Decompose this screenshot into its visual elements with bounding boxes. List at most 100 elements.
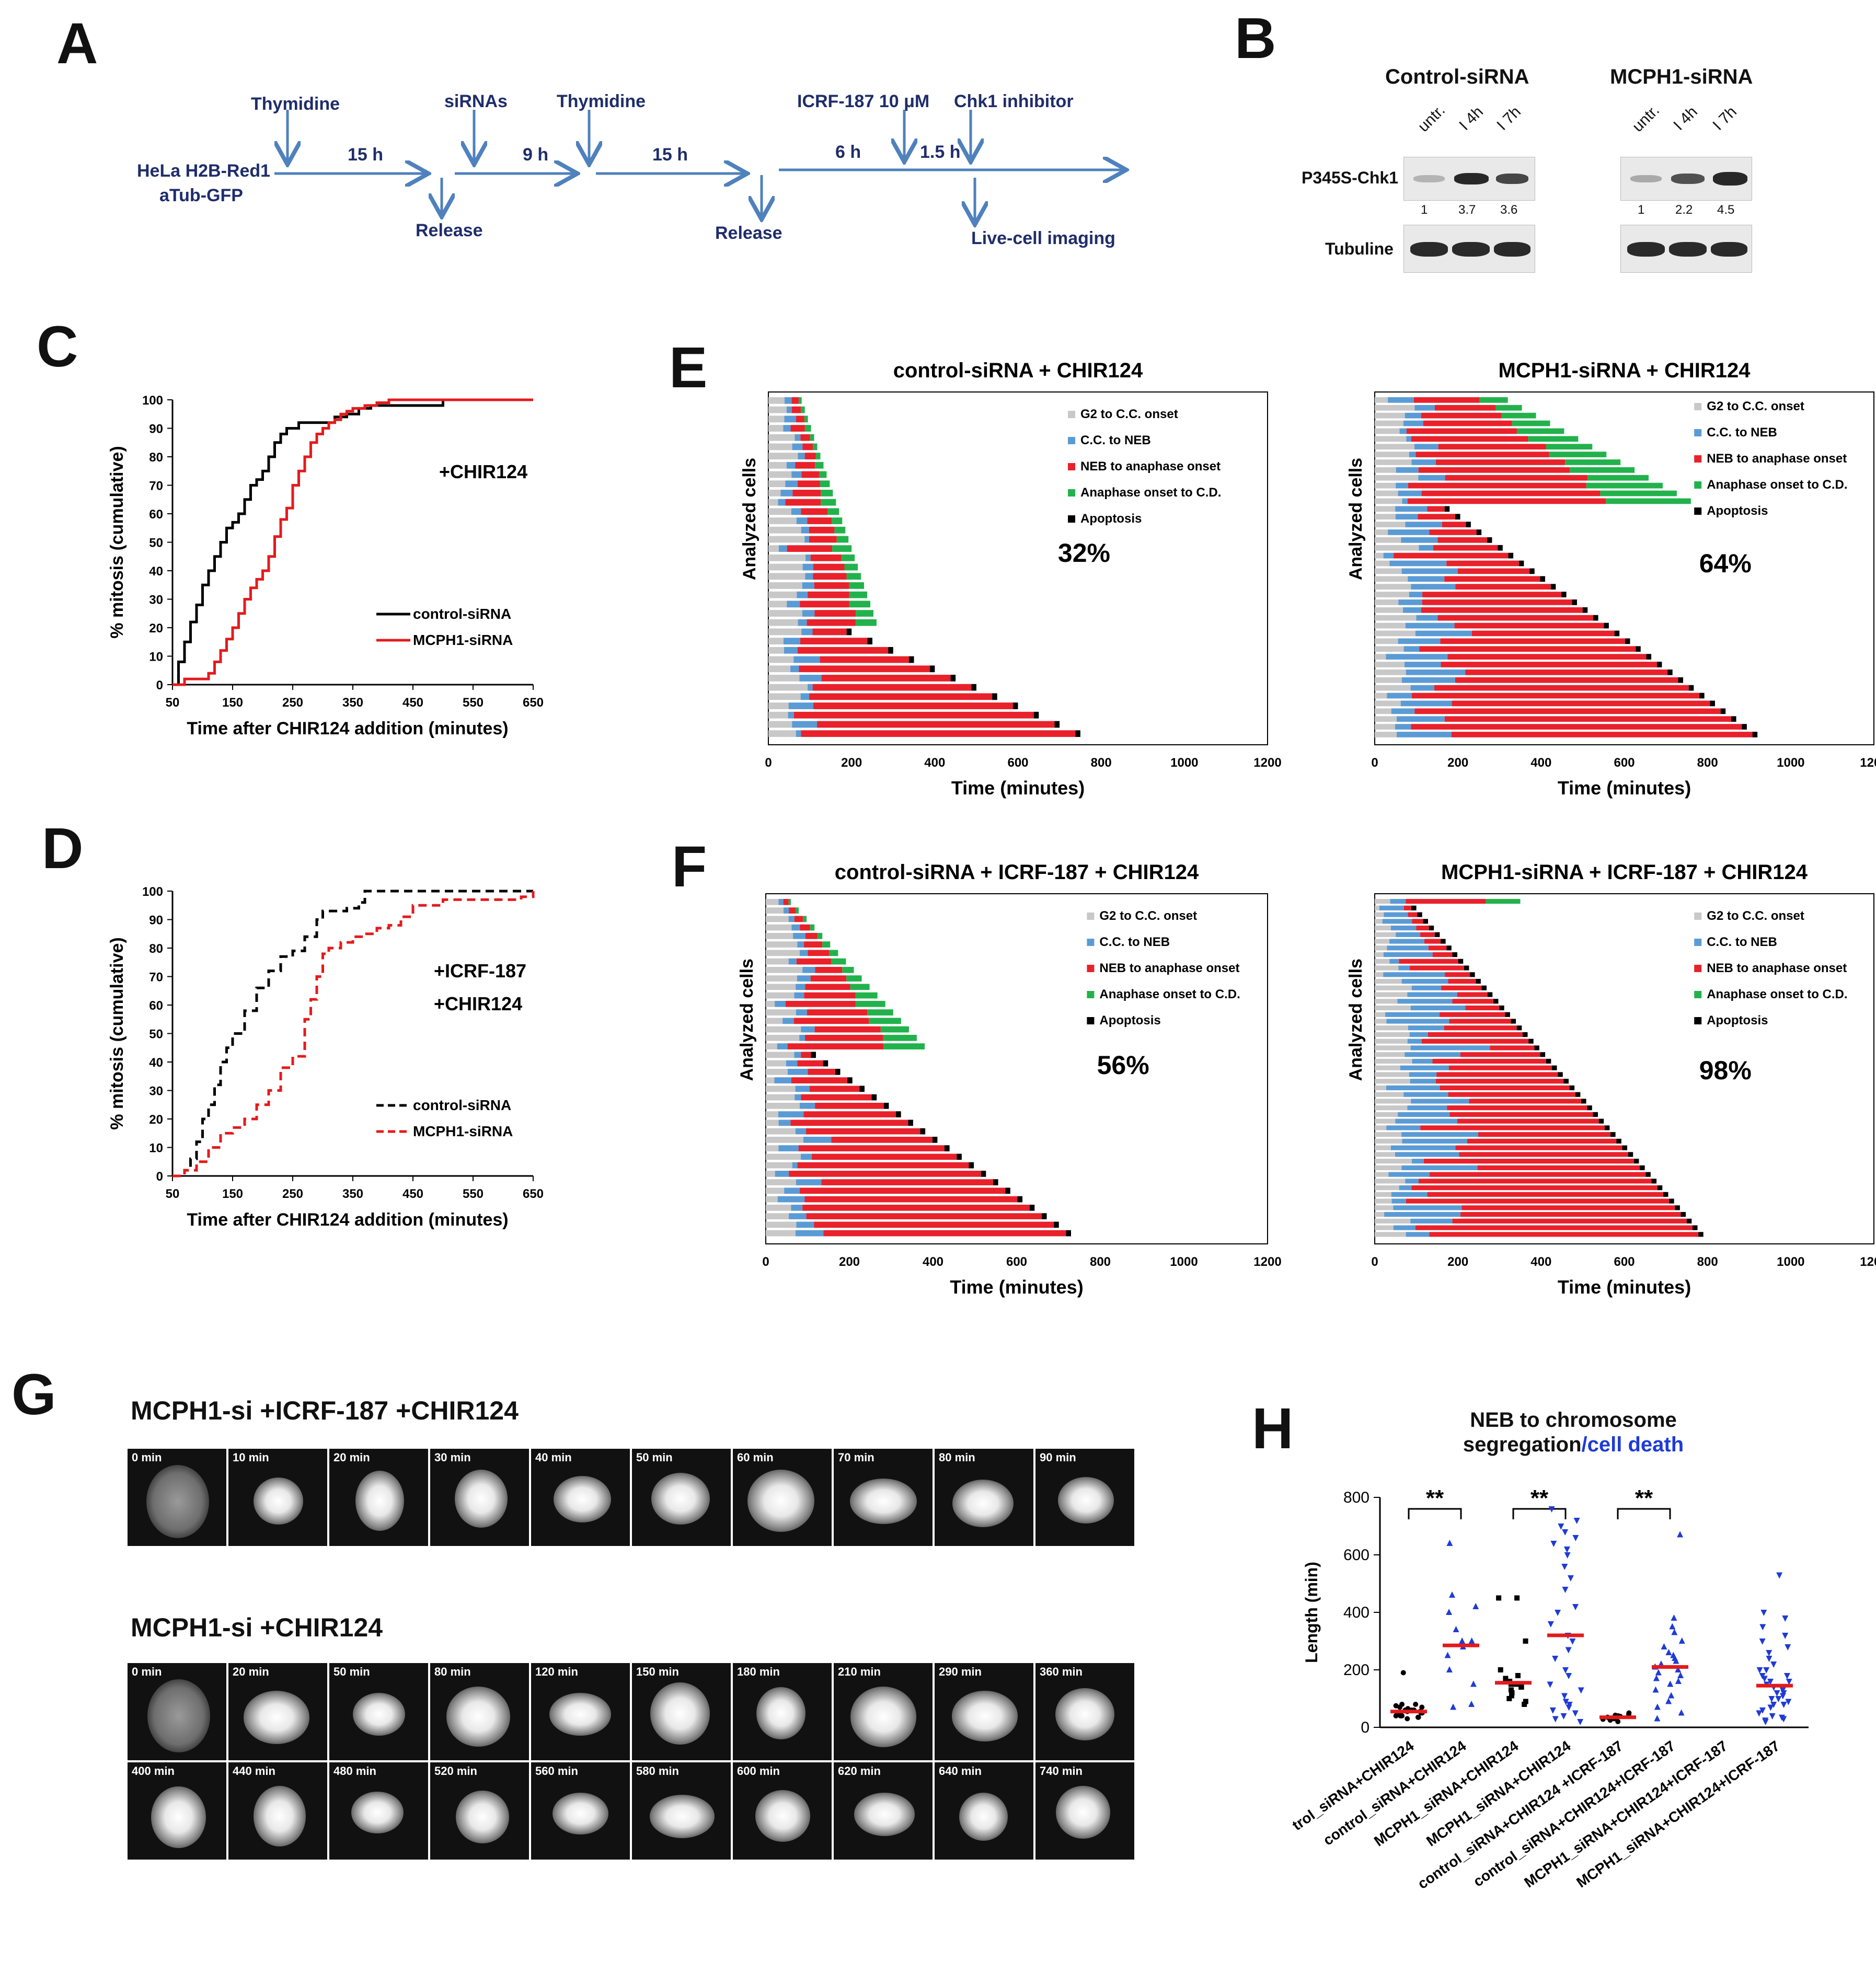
timeline-bar-segment [1375, 452, 1409, 457]
x-tick-label: 400 [1530, 1255, 1551, 1269]
timeline-bar-segment [1469, 1099, 1582, 1104]
timeline-bar-segment [1587, 475, 1649, 481]
timeline-bar-segment [1512, 420, 1550, 426]
timeline-bar-segment [768, 554, 806, 561]
data-point [1514, 1595, 1520, 1601]
label-t4: 6 h [835, 142, 861, 162]
timeline-bar-segment [1375, 506, 1396, 512]
micrograph-tile: 150 min [631, 1662, 732, 1761]
timeline-bar-segment [1375, 1085, 1386, 1091]
timeline-bar-segment [1540, 576, 1546, 582]
timeline-bar-segment [1396, 482, 1408, 489]
y-tick-label: 400 [1343, 1604, 1369, 1621]
micrograph-tile: 600 min [732, 1761, 833, 1861]
x-tick-label: 0 [1371, 756, 1378, 770]
timeline-bar-segment [1419, 545, 1433, 551]
x-tick-label: 450 [402, 1187, 423, 1201]
timeline-bar-segment [796, 517, 808, 524]
data-point [1560, 1713, 1567, 1719]
timeline-bar-segment [1452, 1218, 1687, 1224]
data-point [1496, 1595, 1502, 1601]
timeline-bar-segment [1604, 622, 1609, 629]
timeline-bar-segment [778, 1120, 791, 1126]
timeline-bar-segment [1452, 700, 1710, 707]
timeline-bar-segment [1440, 638, 1625, 644]
timeline-bar-segment [1395, 1152, 1459, 1157]
timeline-bar-segment [1546, 1058, 1551, 1064]
timeline-bar-segment [1408, 576, 1445, 582]
timeline-bar-segment [1572, 599, 1577, 605]
data-point [1567, 1575, 1574, 1582]
chart-title: MCPH1-siRNA + ICRF-187 + CHIR124 [1441, 861, 1808, 884]
timeline-bar-segment [804, 941, 823, 948]
timeline-bar-segment [795, 1230, 824, 1237]
timeline-bar-segment [1625, 638, 1630, 644]
timeline-bar-segment [1012, 702, 1018, 709]
timeline-bar-segment [778, 899, 784, 905]
micrograph-time-label: 620 min [838, 1764, 881, 1778]
cell-nucleus [353, 1692, 406, 1736]
micrograph-tile: 520 min [429, 1761, 530, 1861]
timeline-bar-segment [1657, 1185, 1663, 1191]
timeline-bar-segment [1476, 529, 1482, 535]
timeline-bar-segment [814, 582, 849, 589]
timeline-bar-segment [813, 573, 847, 580]
timeline-bar-segment [1529, 568, 1535, 574]
timeline-bar-segment [1646, 654, 1652, 660]
data-point [1665, 1649, 1672, 1655]
timeline-bar-segment [1516, 1025, 1522, 1031]
timeline-bar-segment [1005, 1187, 1010, 1194]
timeline-bar-segment [1582, 607, 1588, 613]
timeline-bar-segment [1688, 685, 1694, 691]
timeline-bar-segment [1446, 945, 1452, 951]
timeline-bar-segment [1720, 708, 1726, 714]
micrograph-tile: 20 min [227, 1662, 328, 1761]
timeline-bar-segment [867, 638, 872, 645]
timeline-bar-segment [795, 1094, 801, 1101]
timeline-bar-segment [1406, 428, 1517, 434]
timeline-bar-segment [1558, 1072, 1563, 1077]
timeline-bar-segment [778, 499, 786, 506]
blot-pchk1-control [1403, 157, 1535, 201]
micrograph-time-label: 210 min [838, 1665, 881, 1678]
timeline-bar-segment [1528, 436, 1579, 442]
timeline-bar-segment [1385, 1012, 1440, 1017]
timeline-bar-segment [1479, 397, 1508, 403]
timeline-bar-segment [812, 1153, 957, 1160]
timeline-bar-segment [1375, 912, 1384, 917]
cell-nucleus [951, 1690, 1018, 1741]
data-point [1667, 1680, 1674, 1687]
timeline-bar-segment [1375, 1045, 1411, 1051]
timeline-bar-segment [805, 554, 811, 561]
timeline-bar-segment [1440, 1012, 1505, 1017]
timeline-bar-segment [1409, 1072, 1437, 1077]
timeline-bar-segment [1066, 1230, 1071, 1237]
significance-label: ** [1426, 1485, 1444, 1511]
timeline-bar-segment [790, 425, 805, 432]
cell-nucleus [244, 1691, 309, 1744]
micrograph-tile: 400 min [126, 1761, 227, 1861]
timeline-bar-segment [1375, 545, 1419, 551]
timeline-bar-segment [810, 975, 847, 982]
timeline-bar-segment [798, 453, 805, 459]
data-point [1523, 1699, 1528, 1704]
timeline-bar-segment [929, 665, 935, 673]
cell-nucleus [456, 1791, 509, 1843]
timeline-bar-segment [808, 1069, 835, 1075]
timeline-bar-segment [811, 1052, 816, 1058]
legend-label: Anaphase onset to C.D. [1099, 987, 1240, 1001]
timeline-bar-segment [1452, 952, 1458, 957]
timeline-bar-segment [1017, 1196, 1023, 1203]
blot-band [1410, 242, 1448, 257]
timeline-bar-segment [1389, 560, 1447, 567]
timeline-bar-segment [1575, 1092, 1581, 1097]
timeline-bar-segment [1375, 732, 1397, 737]
blot-tubuline-mcph1 [1620, 225, 1752, 273]
timeline-bar-segment [1406, 1232, 1430, 1237]
timeline-bar-segment [804, 536, 809, 543]
timeline-bar-segment [888, 647, 893, 654]
legend-swatch [1087, 913, 1095, 920]
timeline-bar-segment [814, 610, 856, 617]
data-point [1652, 1686, 1659, 1693]
micrograph-tile: 480 min [328, 1761, 429, 1861]
